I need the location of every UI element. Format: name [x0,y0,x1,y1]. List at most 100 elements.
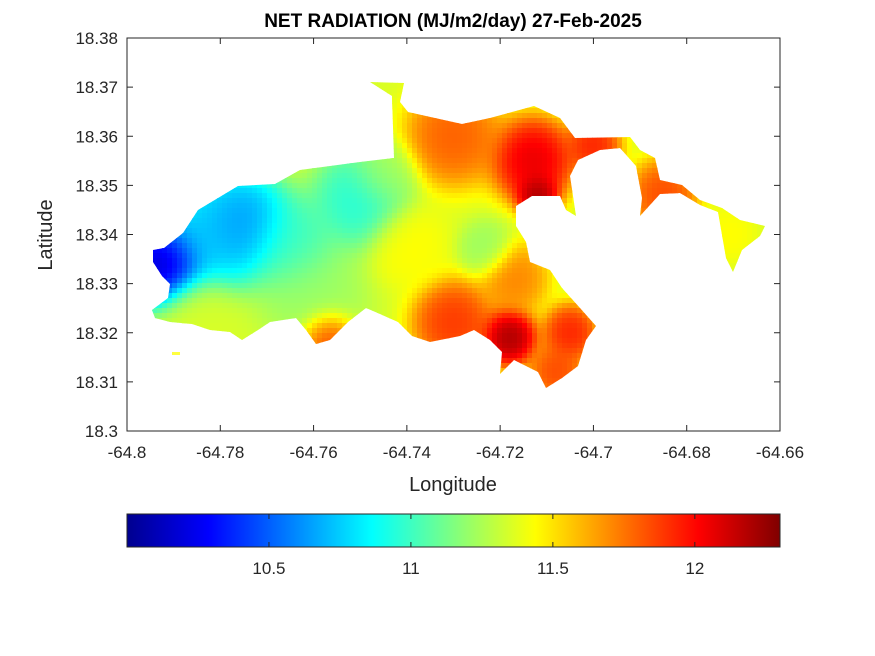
heat-cell [392,158,398,164]
heat-cell [512,168,518,174]
heat-cell [302,183,308,189]
heat-cell [407,143,413,149]
heat-cell [517,148,523,154]
heat-cell [282,188,288,194]
heat-cell [547,163,553,169]
heat-cell [242,188,248,194]
heat-cell [292,218,298,224]
heat-cell [747,223,753,229]
heat-cell [332,213,338,219]
heat-cell [417,118,423,124]
heat-cell [207,218,213,224]
heat-cell [447,218,453,224]
heat-cell [532,143,538,149]
heat-cell [332,193,338,199]
heat-cell [532,168,538,174]
heat-cell [452,183,458,189]
heat-cell [627,148,633,154]
heat-cell [317,223,323,229]
heat-cell [262,203,268,209]
heat-cell [462,218,468,224]
heat-cell [227,203,233,209]
heat-cell [297,208,303,214]
heat-cell [412,118,418,124]
heat-cell [647,153,653,159]
heat-cell [287,213,293,219]
heat-cell [562,123,568,129]
heat-cell [462,168,468,174]
heat-cell [637,183,643,189]
heat-cell [452,173,458,179]
heat-cell [417,183,423,189]
heat-cell [227,193,233,199]
heat-cell [422,148,428,154]
heat-cell [567,203,573,209]
heat-cell [337,183,343,189]
heat-cell [502,198,508,204]
heat-cell [357,208,363,214]
heat-cell [227,218,233,224]
heat-cell [557,153,563,159]
heat-cell [402,203,408,209]
heat-cell [497,198,503,204]
heat-cell [432,123,438,129]
heat-cell [437,138,443,144]
heat-cell [497,133,503,139]
heat-cell [267,198,273,204]
heat-cell [642,183,648,189]
heat-cell [392,173,398,179]
heat-cell [537,158,543,164]
heat-cell [387,88,393,94]
heat-cell [212,208,218,214]
heat-cell [517,143,523,149]
heat-cell [252,193,258,199]
heat-cell [442,133,448,139]
heat-cell [367,173,373,179]
heat-cell [472,198,478,204]
heat-cell [367,218,373,224]
heat-cell [342,173,348,179]
heat-cell [397,93,403,99]
heat-cell [477,178,483,184]
heat-cell [397,103,403,109]
heat-cell [542,158,548,164]
heat-cell [372,223,378,229]
heat-cell [397,203,403,209]
heat-cell [542,113,548,119]
heat-cell [552,183,558,189]
heat-cell [382,158,388,164]
heat-cell [577,153,583,159]
heat-cell [282,193,288,199]
heat-cell [437,168,443,174]
heat-cell [487,218,493,224]
heat-cell [652,188,658,194]
heat-cell [442,183,448,189]
heat-cell [547,193,553,199]
heat-cell [397,148,403,154]
heat-cell [442,143,448,149]
heat-cell [377,183,383,189]
heat-cell [457,123,463,129]
heat-cell [332,168,338,174]
heat-cell [402,223,408,229]
heat-cell [307,198,313,204]
heat-cell [417,203,423,209]
heat-cell [482,163,488,169]
heat-cell [562,188,568,194]
heat-cell [297,183,303,189]
heat-cell [482,198,488,204]
heat-cell [342,223,348,229]
heat-cell [472,148,478,154]
heat-cell [427,218,433,224]
heat-cell [317,188,323,194]
heat-cell [552,193,558,199]
heat-cell [387,168,393,174]
heat-cell [507,118,513,124]
heat-cell [282,213,288,219]
heat-cell [507,198,513,204]
heat-cell [737,223,743,229]
heat-cell [367,183,373,189]
heat-cell [517,123,523,129]
heat-cell [562,148,568,154]
heat-cell [577,143,583,149]
